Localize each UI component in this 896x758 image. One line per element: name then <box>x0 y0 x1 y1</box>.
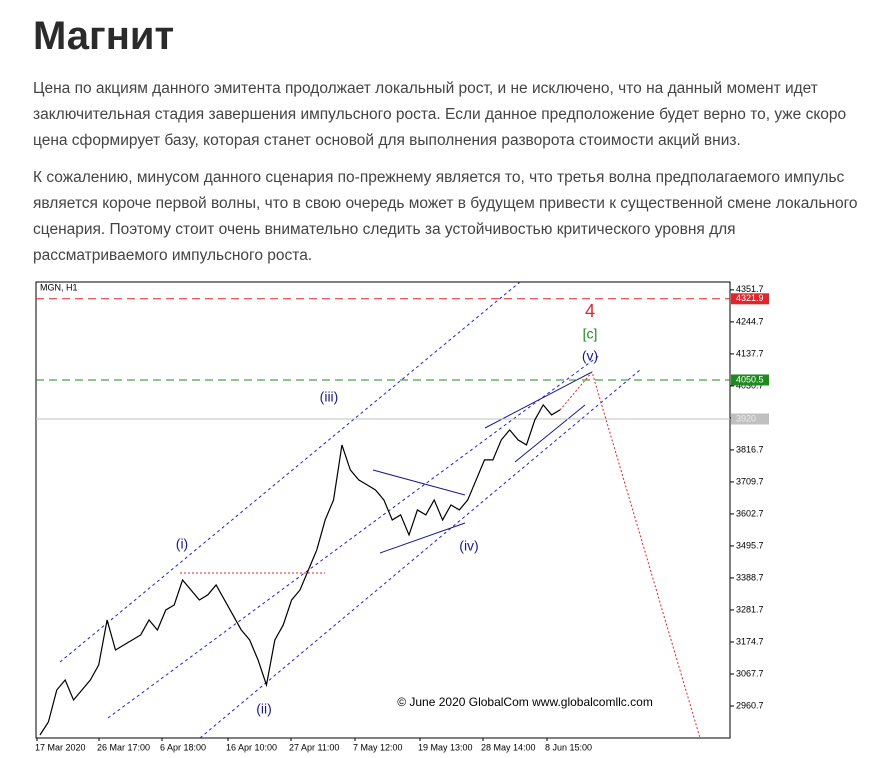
x-tick-label: 28 May 14:00 <box>481 742 536 752</box>
x-tick-label: 17 Mar 2020 <box>35 742 86 752</box>
wedge-line <box>372 469 466 496</box>
chart: MGN, H14351.74244.74137.74030.73923.7381… <box>34 280 780 758</box>
level-label: 3920 <box>736 413 756 423</box>
paragraph: Цена по акциям данного эмитента продолжа… <box>33 80 847 149</box>
annotation: 4 <box>585 301 595 321</box>
level-label: 4321.9 <box>736 293 764 303</box>
paragraph: К сожалению, минусом данного сценария по… <box>33 169 858 264</box>
x-tick-label: 8 Jun 15:00 <box>545 742 592 752</box>
x-tick-label: 19 May 13:00 <box>418 742 473 752</box>
price-line <box>39 403 561 736</box>
annotation: (ii) <box>256 701 272 717</box>
annotation: (iv) <box>459 538 478 554</box>
wedge-line <box>514 404 586 463</box>
y-tick-label: 4137.7 <box>736 348 764 358</box>
chart-bg <box>34 280 780 758</box>
x-tick-label: 7 May 12:00 <box>353 742 403 752</box>
annotation: (i) <box>176 536 188 552</box>
annotation: (v) <box>582 348 598 364</box>
y-tick-label: 3388.7 <box>736 572 764 582</box>
level-label-bg <box>731 413 769 425</box>
y-tick-label: 3495.7 <box>736 540 764 550</box>
forecast <box>559 370 701 739</box>
y-tick-label: 3709.7 <box>736 476 764 486</box>
y-tick-label: 4351.7 <box>736 284 764 294</box>
level-label: 4050.5 <box>736 374 764 384</box>
level-label-bg <box>731 374 769 386</box>
level-label-bg <box>731 293 769 305</box>
y-tick-label: 3816.7 <box>736 444 764 454</box>
y-tick-label: 2960.7 <box>736 700 764 710</box>
y-tick-label: 3281.7 <box>736 604 764 614</box>
y-tick-label: 3174.7 <box>736 636 764 646</box>
wedge-line <box>379 522 466 554</box>
annotation: [c] <box>583 326 598 342</box>
plot-frame <box>35 281 731 739</box>
x-tick-label: 26 Mar 17:00 <box>97 742 150 752</box>
chart-title: MGN, H1 <box>40 282 78 292</box>
x-tick-label: 16 Apr 10:00 <box>226 742 277 752</box>
x-tick-label: 6 Apr 18:00 <box>160 742 206 752</box>
title: Магнит <box>33 14 175 58</box>
y-tick-label: 3602.7 <box>736 508 764 518</box>
annotation: (iii) <box>320 389 339 405</box>
x-tick-label: 27 Apr 11:00 <box>289 742 339 752</box>
annotation: © June 2020 GlobalCom www.globalcomllc.c… <box>397 695 653 709</box>
y-tick-label: 3067.7 <box>736 668 764 678</box>
y-tick-label: 4244.7 <box>736 316 764 326</box>
